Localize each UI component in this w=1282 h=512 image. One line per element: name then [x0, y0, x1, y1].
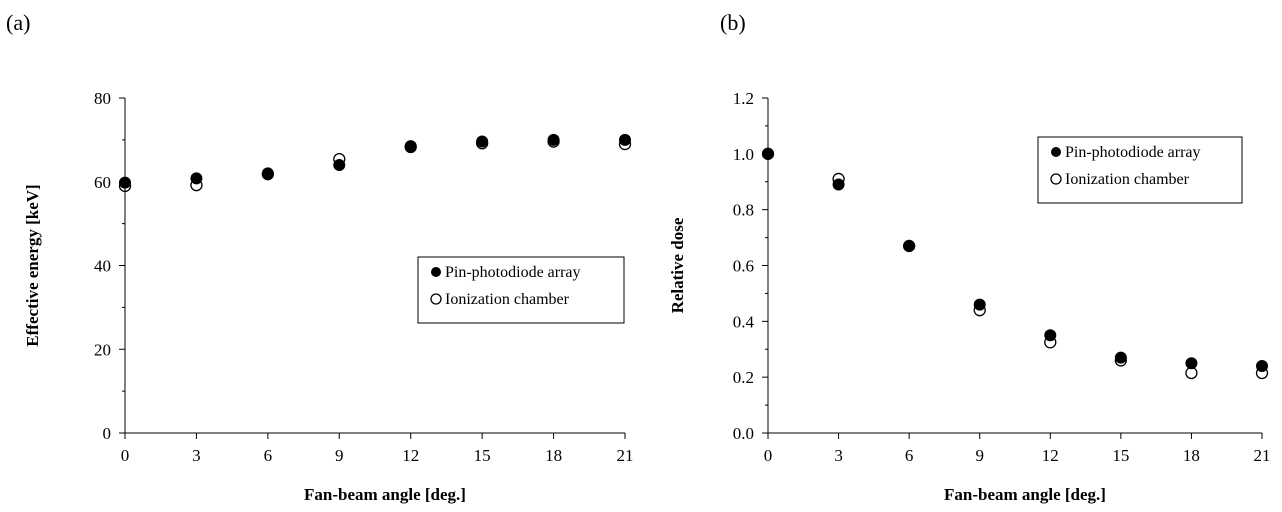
chart-b-x-tick-label: 6 [905, 446, 914, 465]
chart-a-point-pin-photodiode [190, 172, 203, 185]
chart-a-panel-label: (a) [6, 10, 30, 35]
chart-b-y-tick-label: 0.2 [733, 368, 754, 387]
chart-b-x-tick-label: 9 [975, 446, 984, 465]
chart-b-x-tick-label: 21 [1254, 446, 1271, 465]
chart-b-legend-label: Ionization chamber [1065, 171, 1190, 188]
chart-b-y-tick-label: 0.0 [733, 424, 754, 443]
chart-a-x-tick-label: 12 [402, 446, 419, 465]
chart-a-x-tick-label: 15 [474, 446, 491, 465]
chart-b-legend-label: Pin-photodiode array [1065, 144, 1201, 161]
chart-b-legend-box [1037, 136, 1243, 204]
chart-panel-a: (a) 0 20 40 60 80 0 3 6 9 12 15 18 21 Fan-beam angle [… [6, 10, 634, 504]
chart-b-y-tick-label: 1.0 [733, 145, 754, 164]
chart-a-legend-marker-filled [431, 267, 441, 277]
chart-b-legend-marker-filled [1051, 147, 1061, 157]
chart-b-y-axis-label: Relative dose [668, 217, 687, 313]
chart-b-y-tick-label: 0.8 [733, 201, 754, 220]
chart-b-x-tick-label: 0 [764, 446, 773, 465]
chart-a-point-ionization [475, 137, 489, 150]
chart-b-point-ionization [832, 172, 845, 186]
chart-b-x-tick-label: 12 [1042, 446, 1059, 465]
chart-a-y-tick-label: 60 [94, 173, 111, 192]
chart-a-x-tick-label: 21 [617, 446, 634, 465]
chart-a-y-tick-label: 20 [94, 340, 111, 359]
chart-a-y-tick-label: 40 [94, 257, 111, 276]
chart-a-point-ionization [333, 152, 346, 166]
chart-b-x-axis-label: Fan-beam angle [deg.] [944, 485, 1106, 504]
chart-a-legend-label: Ionization chamber [445, 291, 570, 308]
chart-a-x-tick-label: 9 [335, 446, 344, 465]
chart-a-y-tick-label: 0 [103, 424, 112, 443]
chart-b-point-ionization [1255, 366, 1269, 380]
chart-b-point-ionization [761, 147, 775, 160]
chart-a-point-ionization [547, 135, 560, 148]
chart-a-x-tick-label: 0 [121, 446, 130, 465]
chart-b-y-tick-label: 0.4 [733, 312, 755, 331]
chart-b-x-tick-label: 15 [1112, 446, 1129, 465]
chart-a-point-pin-photodiode [119, 176, 131, 189]
chart-b-point-ionization [973, 304, 986, 317]
chart-a-y-axis-label: Effective energy [keV] [23, 184, 42, 346]
chart-b-x-tick-label: 18 [1183, 446, 1200, 465]
chart-b-point-pin-photodiode [1185, 357, 1198, 370]
chart-b-y-tick-label: 1.2 [733, 89, 754, 108]
chart-a-point-ionization [618, 137, 632, 151]
chart-a-point-ionization [261, 168, 275, 181]
chart-panel-b: (b) 0.0 0.2 0.4 0.6 0.8 1.0 1.2 0 3 6 9 12 15 18 21 Fan-… [668, 10, 1271, 504]
chart-b-point-pin-photodiode [1114, 351, 1127, 364]
chart-a-x-tick-label: 3 [192, 446, 201, 465]
chart-b-point-ionization [902, 239, 916, 253]
chart-a-point-pin-photodiode [619, 133, 631, 146]
chart-b-panel-label: (b) [720, 10, 746, 35]
chart-b-point-ionization [1044, 336, 1057, 349]
chart-a-x-tick-label: 18 [545, 446, 562, 465]
chart-a-y-tick-label: 80 [94, 89, 111, 108]
chart-a-point-ionization [118, 179, 132, 193]
chart-a-legend-label: Pin-photodiode array [445, 264, 581, 281]
chart-b-legend: Pin-photodiode array Ionization chamber [1037, 136, 1243, 204]
chart-b-x-tick-label: 3 [834, 446, 843, 465]
chart-b-legend-marker-open [1050, 173, 1062, 185]
chart-b-point-ionization [1185, 366, 1198, 380]
chart-a-point-ionization [190, 178, 203, 192]
chart-b-y-tick-label: 0.6 [733, 257, 754, 276]
chart-a-x-tick-label: 6 [264, 446, 273, 465]
chart-a-legend: Pin-photodiode array Ionization chamber [417, 256, 625, 324]
chart-a-point-ionization [404, 140, 417, 154]
chart-a-x-axis-label: Fan-beam angle [deg.] [304, 485, 466, 504]
chart-b-point-ionization [1114, 354, 1128, 367]
chart-a-legend-marker-open [430, 293, 442, 305]
chart-a-legend-box [417, 256, 625, 324]
